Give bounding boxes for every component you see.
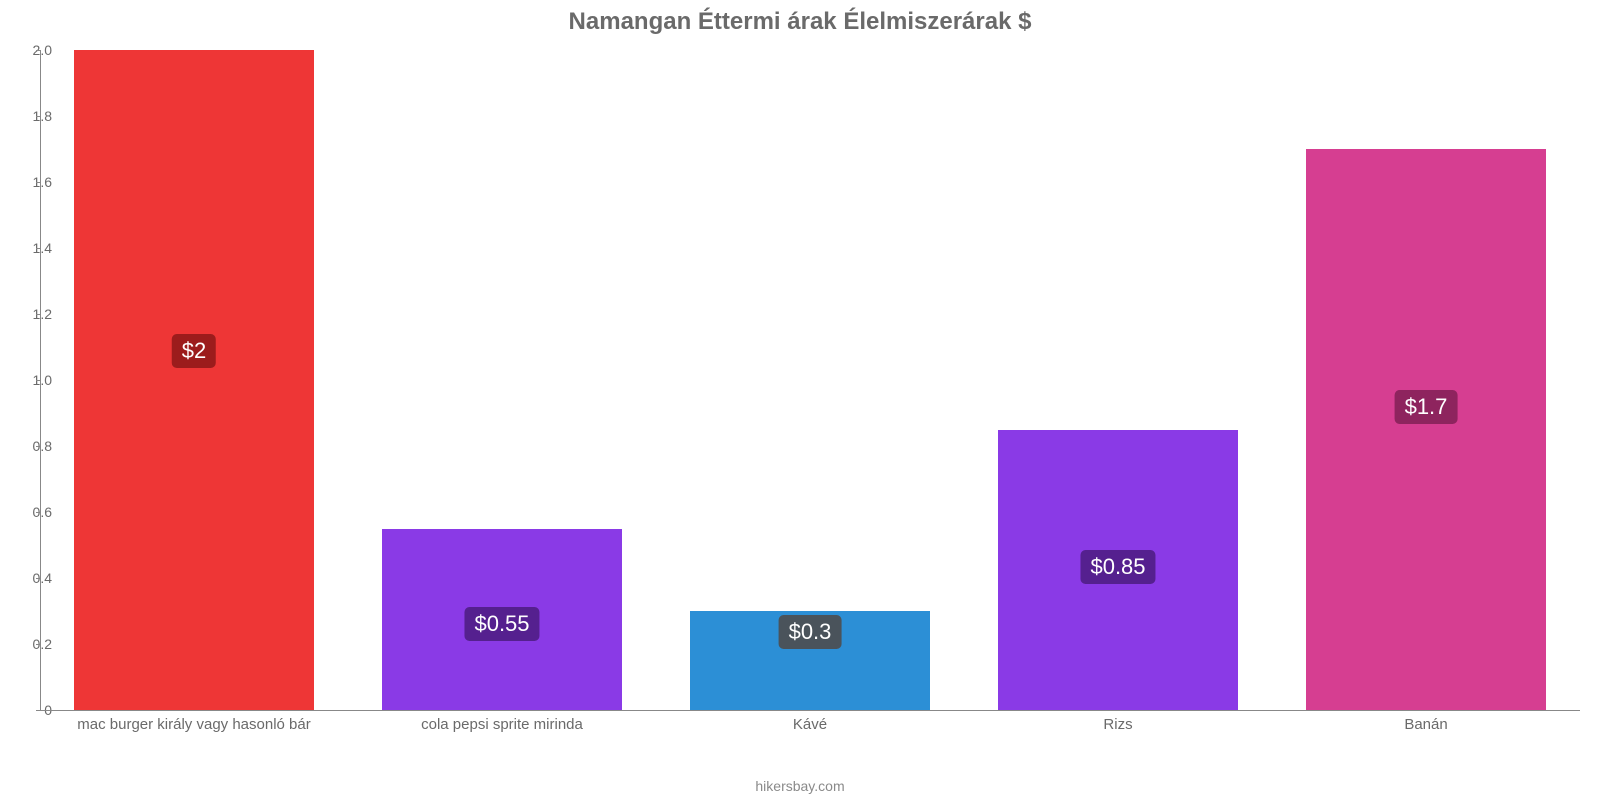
value-badge: $0.55 [464,607,539,641]
y-tick-mark [36,50,40,51]
y-tick-mark [36,116,40,117]
y-tick-label: 0.8 [12,438,52,454]
y-tick-label: 1.8 [12,108,52,124]
value-badge: $1.7 [1395,390,1458,424]
y-tick-mark [36,248,40,249]
y-tick-mark [36,182,40,183]
y-tick-mark [36,578,40,579]
x-axis [40,710,1580,711]
y-tick-mark [36,512,40,513]
x-category-label: Kávé [793,716,827,733]
y-tick-label: 0.2 [12,636,52,652]
chart-title: Namangan Éttermi árak Élelmiszerárak $ [0,8,1600,36]
x-category-label: mac burger király vagy hasonló bár [77,716,310,733]
y-tick-mark [36,380,40,381]
x-category-label: Rizs [1103,716,1132,733]
y-tick-label: 1.4 [12,240,52,256]
value-badge: $0.85 [1080,550,1155,584]
bar [1306,149,1546,710]
chart-footer: hikersbay.com [0,778,1600,794]
plot-area [40,50,1580,710]
y-tick-label: 2.0 [12,42,52,58]
y-tick-mark [36,446,40,447]
bar [74,50,314,710]
y-tick-label: 1.0 [12,372,52,388]
price-bar-chart: Namangan Éttermi árak Élelmiszerárak $ h… [0,0,1600,800]
y-tick-label: 0.6 [12,504,52,520]
y-tick-mark [36,314,40,315]
y-tick-mark [36,644,40,645]
x-category-label: cola pepsi sprite mirinda [421,716,583,733]
y-tick-label: 0.4 [12,570,52,586]
value-badge: $2 [172,334,216,368]
x-category-label: Banán [1404,716,1447,733]
y-tick-label: 1.2 [12,306,52,322]
y-tick-label: 1.6 [12,174,52,190]
value-badge: $0.3 [779,615,842,649]
